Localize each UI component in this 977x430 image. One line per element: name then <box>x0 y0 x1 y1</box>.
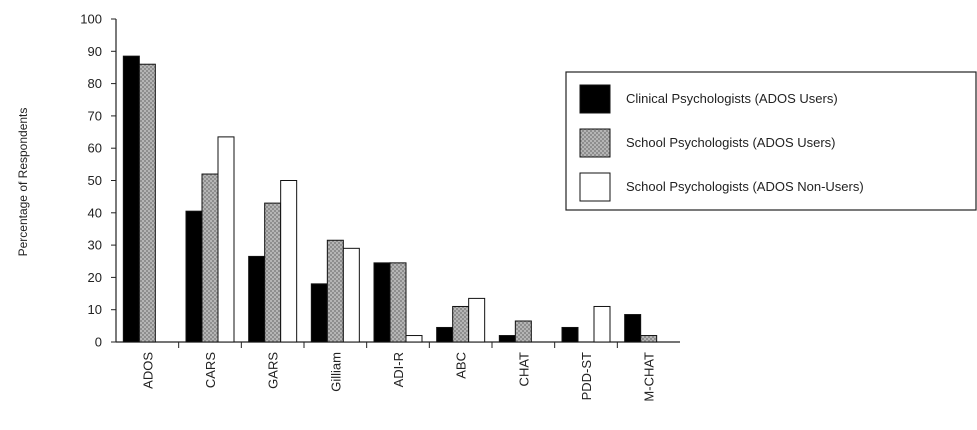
bar <box>405 335 423 343</box>
x-tick-label: GARS <box>266 352 281 389</box>
bar <box>561 326 579 343</box>
legend-label: School Psychologists (ADOS Users) <box>626 135 836 150</box>
legend-label: School Psychologists (ADOS Non-Users) <box>626 179 864 194</box>
x-tick-label: ABC <box>454 352 469 379</box>
legend-swatch <box>579 128 611 158</box>
y-tick-label: 100 <box>80 12 102 27</box>
y-tick-label: 10 <box>88 302 102 317</box>
bar <box>280 180 298 343</box>
bar <box>624 314 642 343</box>
bar <box>389 262 407 343</box>
bar <box>640 335 658 343</box>
y-tick-label: 60 <box>88 141 102 156</box>
bar <box>373 262 391 343</box>
bar <box>138 63 156 343</box>
y-axis-title: Percentage of Respondents <box>16 108 30 257</box>
x-tick-label: CHAT <box>516 352 531 386</box>
bar <box>248 255 266 343</box>
y-tick-label: 80 <box>88 76 102 91</box>
x-tick-label: M-CHAT <box>642 352 657 402</box>
bar <box>498 335 516 343</box>
x-tick-label: Gilliam <box>328 352 343 392</box>
y-tick-label: 30 <box>88 238 102 253</box>
bar <box>185 210 203 343</box>
bars <box>122 55 658 343</box>
bar <box>468 297 486 343</box>
bar <box>122 55 140 343</box>
legend-swatch <box>579 172 611 202</box>
bar <box>326 239 344 343</box>
y-tick-label: 0 <box>95 335 102 350</box>
y-tick-label: 90 <box>88 44 102 59</box>
bar <box>514 320 532 343</box>
legend: Clinical Psychologists (ADOS Users) Schoo… <box>565 71 977 211</box>
axes: 0 10 20 30 40 50 60 70 80 90 100 ADOS CARS GARS Gillia… <box>80 12 680 402</box>
x-tick-label: PDD-ST <box>579 352 594 400</box>
bar <box>310 283 328 343</box>
legend-box <box>565 71 977 211</box>
y-tick-label: 20 <box>88 270 102 285</box>
bar <box>342 247 360 343</box>
x-tick-label: ADOS <box>140 352 155 389</box>
y-tick-label: 70 <box>88 108 102 123</box>
bar <box>217 136 235 343</box>
y-tick-label: 50 <box>88 173 102 188</box>
legend-swatch <box>579 84 611 114</box>
y-tick-label: 40 <box>88 205 102 220</box>
x-tick-label: CARS <box>203 352 218 388</box>
bar <box>201 173 219 343</box>
bar <box>436 326 454 343</box>
bar <box>593 305 611 343</box>
legend-label: Clinical Psychologists (ADOS Users) <box>626 91 838 106</box>
bar <box>264 202 282 343</box>
bar <box>452 305 470 343</box>
x-tick-label: ADI-R <box>391 352 406 387</box>
